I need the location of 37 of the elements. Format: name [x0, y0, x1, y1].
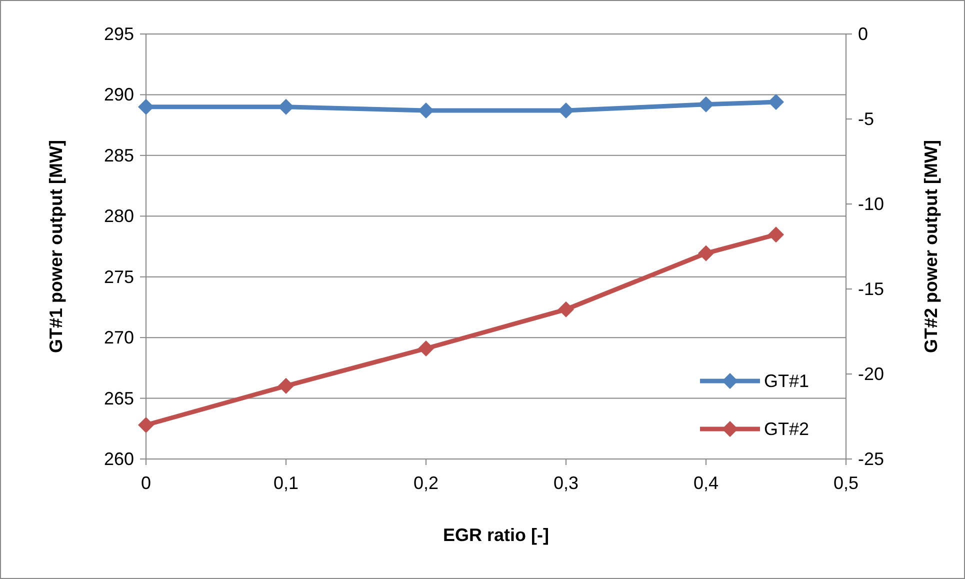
point: [768, 94, 784, 110]
point: [558, 102, 574, 118]
y-tick-label: 275: [104, 266, 134, 287]
y-tick-label: 260: [104, 449, 134, 469]
point: [698, 96, 714, 112]
y-tick-label: 295: [104, 24, 134, 44]
y-tick-label: 285: [104, 145, 134, 166]
y2-tick-label: -15: [858, 279, 884, 299]
x-axis-title: EGR ratio [-]: [443, 525, 549, 545]
y2-tick-label: -20: [858, 364, 884, 384]
point: [278, 378, 294, 394]
y2-tick-label: -25: [858, 449, 884, 469]
y-tick-label: 270: [104, 328, 134, 348]
y-tick-label: 280: [104, 206, 134, 226]
point: [698, 245, 714, 262]
y-tick-label: 265: [104, 388, 134, 408]
y2-tick-label: -5: [858, 109, 874, 129]
y-axis-title: GT#1 power output [MW]: [46, 140, 66, 353]
x-tick-label: 0,5: [833, 473, 859, 493]
y-tick-label: 290: [104, 84, 134, 105]
point: [418, 102, 434, 118]
y2-tick-label: 0: [858, 24, 868, 44]
legend-label: GT#1: [764, 371, 810, 391]
x-tick-label: 0,3: [553, 473, 579, 493]
point: [278, 98, 294, 115]
x-tick-label: 0,2: [413, 473, 439, 493]
legend-label: GT#2: [764, 419, 810, 439]
y2-tick-label: -10: [858, 194, 884, 214]
point: [138, 98, 154, 115]
x-tick-label: 0,1: [273, 473, 299, 493]
x-tick-label: 0,4: [693, 473, 719, 493]
x-tick-label: 0: [140, 473, 152, 493]
point: [768, 226, 784, 243]
point: [138, 417, 154, 433]
y2-axis-title: GT#2 power output [MW]: [921, 140, 941, 353]
point: [418, 340, 434, 356]
point: [558, 301, 574, 318]
